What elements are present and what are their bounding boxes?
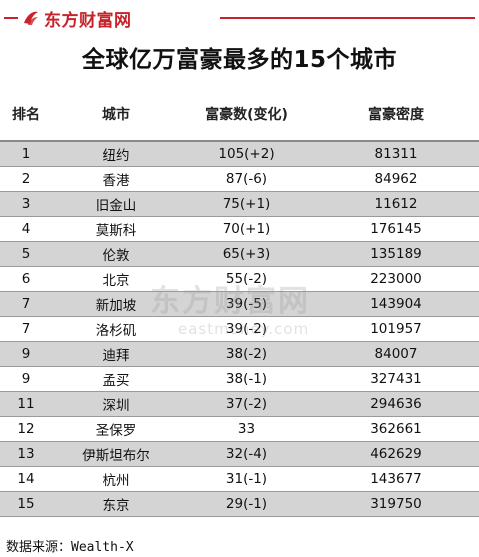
rank-cell: 4: [0, 216, 52, 242]
source-note: 数据来源：Wealth-X: [6, 540, 134, 555]
table-row: 9 迪拜 38(-2) 84007: [0, 341, 479, 367]
table-row: 7 新加坡 39(-5) 143904: [0, 291, 479, 317]
rank-cell: 3: [0, 191, 52, 217]
table-row: 13 伊斯坦布尔 32(-4) 462629: [0, 441, 479, 467]
density-cell: 223000: [313, 266, 479, 292]
table-row: 15 东京 29(-1) 319750: [0, 491, 479, 517]
rank-cell: 7: [0, 316, 52, 342]
billionaire-city-table: 排名 城市 富豪数(变化) 富豪密度 1 纽约 105(+2) 81311 2 香港 87(…: [0, 88, 479, 517]
brand-divider-right: [220, 17, 475, 19]
city-cell: 圣保罗: [52, 416, 180, 442]
table-row: 14 杭州 31(-1) 143677: [0, 466, 479, 492]
city-cell: 深圳: [52, 391, 180, 417]
city-cell: 北京: [52, 266, 180, 292]
table-row: 5 伦敦 65(+3) 135189: [0, 241, 479, 267]
density-cell: 143677: [313, 466, 479, 492]
brand-logo-text: 东方财富网: [44, 10, 132, 31]
count-cell: 32(-4): [180, 441, 313, 467]
rank-cell: 7: [0, 291, 52, 317]
count-cell: 31(-1): [180, 466, 313, 492]
rank-cell: 13: [0, 441, 52, 467]
table-row: 11 深圳 37(-2) 294636: [0, 391, 479, 417]
table-row: 2 香港 87(-6) 84962: [0, 166, 479, 192]
rank-cell: 9: [0, 366, 52, 392]
header-rank: 排名: [0, 88, 52, 142]
header-density: 富豪密度: [313, 88, 479, 142]
city-cell: 新加坡: [52, 291, 180, 317]
density-cell: 84962: [313, 166, 479, 192]
count-cell: 75(+1): [180, 191, 313, 217]
table-row: 7 洛杉矶 39(-2) 101957: [0, 316, 479, 342]
count-cell: 39(-2): [180, 316, 313, 342]
density-cell: 327431: [313, 366, 479, 392]
density-cell: 143904: [313, 291, 479, 317]
density-cell: 11612: [313, 191, 479, 217]
count-cell: 37(-2): [180, 391, 313, 417]
rank-cell: 5: [0, 241, 52, 267]
rank-cell: 6: [0, 266, 52, 292]
brand-logo: 东方财富网: [22, 5, 132, 31]
count-cell: 65(+3): [180, 241, 313, 267]
table-body: 1 纽约 105(+2) 81311 2 香港 87(-6) 84962 3 旧金山 75(+1) 1…: [0, 141, 479, 517]
density-cell: 294636: [313, 391, 479, 417]
count-cell: 29(-1): [180, 491, 313, 517]
count-cell: 70(+1): [180, 216, 313, 242]
city-cell: 伊斯坦布尔: [52, 441, 180, 467]
density-cell: 362661: [313, 416, 479, 442]
rank-cell: 15: [0, 491, 52, 517]
page-title: 全球亿万富豪最多的15个城市: [81, 47, 397, 73]
rank-cell: 1: [0, 141, 52, 167]
rank-cell: 12: [0, 416, 52, 442]
density-cell: 135189: [313, 241, 479, 267]
table-row: 12 圣保罗 33 362661: [0, 416, 479, 442]
table-row: 6 北京 55(-2) 223000: [0, 266, 479, 292]
count-cell: 39(-5): [180, 291, 313, 317]
rank-cell: 14: [0, 466, 52, 492]
rank-cell: 11: [0, 391, 52, 417]
city-cell: 杭州: [52, 466, 180, 492]
count-cell: 55(-2): [180, 266, 313, 292]
city-cell: 东京: [52, 491, 180, 517]
rank-cell: 9: [0, 341, 52, 367]
table-row: 4 莫斯科 70(+1) 176145: [0, 216, 479, 242]
table-row: 1 纽约 105(+2) 81311: [0, 141, 479, 167]
city-cell: 莫斯科: [52, 216, 180, 242]
city-cell: 迪拜: [52, 341, 180, 367]
table-row: 3 旧金山 75(+1) 11612: [0, 191, 479, 217]
header-billionaire-count: 富豪数(变化): [180, 88, 313, 142]
city-cell: 纽约: [52, 141, 180, 167]
brand-bar: 东方财富网: [0, 0, 479, 36]
rank-cell: 2: [0, 166, 52, 192]
city-cell: 洛杉矶: [52, 316, 180, 342]
count-cell: 38(-2): [180, 341, 313, 367]
density-cell: 176145: [313, 216, 479, 242]
city-cell: 旧金山: [52, 191, 180, 217]
table-header-row: 排名 城市 富豪数(变化) 富豪密度: [0, 88, 479, 142]
density-cell: 101957: [313, 316, 479, 342]
density-cell: 81311: [313, 141, 479, 167]
count-cell: 38(-1): [180, 366, 313, 392]
density-cell: 319750: [313, 491, 479, 517]
city-cell: 孟买: [52, 366, 180, 392]
count-cell: 87(-6): [180, 166, 313, 192]
count-cell: 105(+2): [180, 141, 313, 167]
city-cell: 伦敦: [52, 241, 180, 267]
table-row: 9 孟买 38(-1) 327431: [0, 366, 479, 392]
city-cell: 香港: [52, 166, 180, 192]
eastmoney-logo-icon: [24, 11, 38, 25]
density-cell: 84007: [313, 341, 479, 367]
count-cell: 33: [180, 416, 313, 442]
brand-divider-left: [4, 17, 18, 19]
header-city: 城市: [52, 88, 180, 142]
density-cell: 462629: [313, 441, 479, 467]
